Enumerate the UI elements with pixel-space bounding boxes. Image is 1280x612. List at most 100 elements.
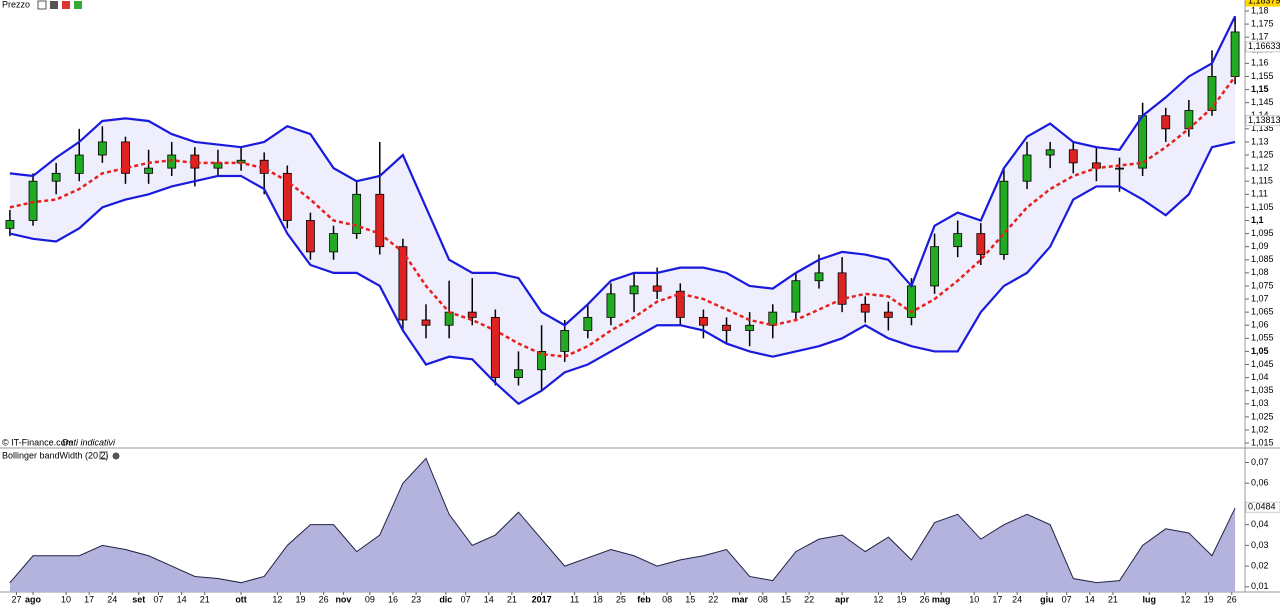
icon[interactable] <box>112 452 120 460</box>
candle-body <box>675 290 685 318</box>
x-tick-label: 12 <box>272 594 282 604</box>
band-upper <box>9 15 1237 327</box>
candle-body <box>1161 115 1171 130</box>
candle-body <box>606 293 616 318</box>
x-tick-label: 15 <box>781 594 791 604</box>
y-tick-label: 1,05 <box>1251 346 1269 356</box>
x-tick-label: lug <box>1142 594 1156 604</box>
candle-body <box>722 324 731 331</box>
y-tick-label: 1,045 <box>1251 359 1274 369</box>
x-tick-label: 24 <box>107 594 117 604</box>
x-tick-label: 09 <box>365 594 375 604</box>
candle-body <box>1045 149 1055 156</box>
x-tick-label: 22 <box>708 594 718 604</box>
y-tick-label: 1,17 <box>1251 32 1269 42</box>
candle-body <box>1230 31 1240 77</box>
x-tick-label: 12 <box>1181 594 1191 604</box>
candle-body <box>329 233 338 253</box>
candle-body <box>514 369 523 379</box>
price-marker-box <box>1245 41 1280 53</box>
candle-body <box>51 172 61 182</box>
candle-body <box>652 285 662 292</box>
candle-body <box>814 272 824 282</box>
candle-body <box>74 154 84 174</box>
y-tick-label: 0,06 <box>1251 478 1269 488</box>
x-tick-label: mag <box>932 594 951 604</box>
x-tick-label: ott <box>235 594 247 604</box>
candle-body <box>791 280 801 313</box>
candle-body <box>421 319 431 326</box>
x-tick-label: 12 <box>873 594 883 604</box>
y-tick-label: 1,07 <box>1251 293 1269 303</box>
chart-title: Prezzo <box>2 0 30 9</box>
candle-body <box>1068 149 1078 164</box>
candle-body <box>398 246 408 321</box>
y-tick-label: 1,055 <box>1251 333 1274 343</box>
x-tick-label: giu <box>1040 594 1054 604</box>
x-tick-label: 23 <box>411 594 421 604</box>
x-tick-label: 14 <box>1085 594 1095 604</box>
y-tick-label: 1,08 <box>1251 267 1269 277</box>
x-tick-label: 18 <box>593 594 603 604</box>
x-tick-label: 08 <box>758 594 768 604</box>
candle-body <box>121 141 130 174</box>
y-tick-label: 1,025 <box>1251 411 1274 421</box>
candle-body <box>375 193 385 248</box>
icon[interactable] <box>62 1 70 9</box>
y-tick-label: 1,18 <box>1251 5 1269 15</box>
icon[interactable] <box>74 1 82 9</box>
y-tick-label: 1,145 <box>1251 97 1274 107</box>
y-tick-label: 0,02 <box>1251 560 1269 570</box>
y-tick-label: 1,105 <box>1251 202 1274 212</box>
y-tick-label: 1,14 <box>1251 110 1269 120</box>
y-tick-label: 1,04 <box>1251 372 1269 382</box>
candle-body <box>97 141 107 156</box>
y-tick-label: 1,085 <box>1251 254 1274 264</box>
source: © IT-Finance.com <box>2 437 73 447</box>
price-marker-label: 1,18379 <box>1248 0 1280 5</box>
candle-body <box>629 285 639 295</box>
candle-body <box>699 316 708 326</box>
candle-body <box>5 220 15 229</box>
x-tick-label: 22 <box>804 594 814 604</box>
x-tick-label: 2017 <box>532 594 552 604</box>
candle-body <box>560 330 570 352</box>
x-tick-label: 25 <box>616 594 626 604</box>
y-tick-label: 0,07 <box>1251 457 1269 467</box>
toolbar-icons[interactable] <box>37 0 82 10</box>
candle-body <box>537 351 546 371</box>
candle-body <box>768 311 778 326</box>
y-tick-label: 1,16 <box>1251 58 1269 68</box>
y-tick-label: 1,12 <box>1251 162 1269 172</box>
y-tick-label: 1,065 <box>1251 307 1274 317</box>
x-tick-label: 14 <box>484 594 494 604</box>
x-tick-label: 26 <box>319 594 329 604</box>
icon[interactable] <box>37 0 47 10</box>
y-tick-label: 1,015 <box>1251 437 1274 447</box>
x-tick-label: feb <box>637 594 651 604</box>
x-tick-label: dic <box>439 594 452 604</box>
indicator-icons[interactable] <box>99 451 120 460</box>
y-tick-label: 1,02 <box>1251 424 1269 434</box>
candle-body <box>883 311 893 318</box>
x-tick-label: 27 <box>12 594 22 604</box>
x-tick-label: 17 <box>992 594 1002 604</box>
y-tick-label: 1,135 <box>1251 123 1274 133</box>
candle-body <box>1184 110 1194 130</box>
x-tick-label: 17 <box>84 594 94 604</box>
candle-body <box>976 233 986 255</box>
x-tick-label: 21 <box>1108 594 1118 604</box>
icon[interactable] <box>50 1 58 9</box>
icon[interactable] <box>99 451 108 460</box>
price-marker-box <box>1245 115 1280 127</box>
indicator-title: Bollinger bandWidth (20 2) <box>2 450 109 460</box>
candle-body <box>144 167 154 174</box>
x-tick-label: 24 <box>1012 594 1022 604</box>
y-tick-label: 1,125 <box>1251 149 1274 159</box>
x-tick-label: 07 <box>154 594 164 604</box>
y-tick-label: 1,15 <box>1251 84 1269 94</box>
candle-body <box>953 233 963 248</box>
x-tick-label: set <box>132 594 145 604</box>
